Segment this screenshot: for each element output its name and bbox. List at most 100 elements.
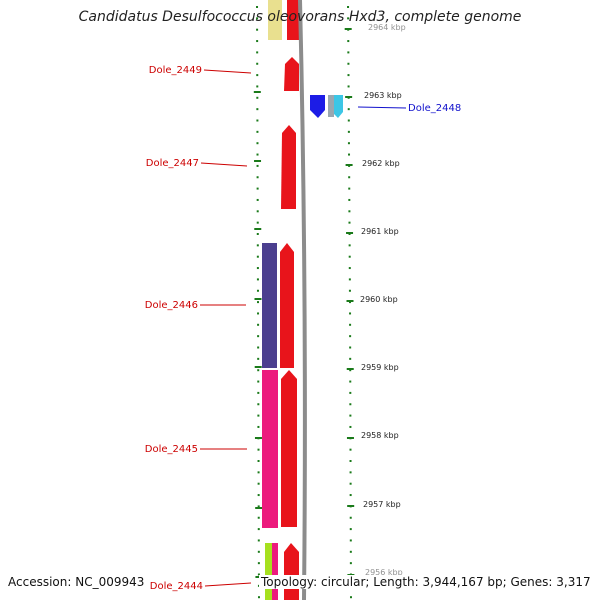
gene-arrow-dole-2447 <box>281 125 296 209</box>
ruler-tick <box>257 505 260 508</box>
ruler-major-tick <box>254 366 262 368</box>
ruler-tick <box>257 391 260 394</box>
ruler-tick <box>257 471 260 474</box>
ruler-major-tick <box>254 160 262 162</box>
leader-dole-2448 <box>357 106 407 109</box>
ruler-tick <box>256 176 259 179</box>
ruler-tick <box>256 153 259 156</box>
ruler-tick <box>347 40 350 43</box>
ruler-tick <box>348 221 351 224</box>
ruler-tick <box>257 425 260 428</box>
leader-dole-2444 <box>204 582 252 587</box>
ruler-tick <box>349 380 352 383</box>
ruler-major-tick <box>347 505 355 507</box>
ruler-major-tick <box>253 91 261 93</box>
ruler-tick <box>257 403 260 406</box>
ruler-tick <box>256 289 259 292</box>
gene-label-dole-2449: Dole_2449 <box>149 65 202 76</box>
ruler-tick <box>349 562 352 565</box>
cog-bar-green <box>265 543 272 600</box>
ruler-tick <box>256 278 259 281</box>
leader-lines <box>200 69 407 587</box>
inner-ruler <box>253 6 263 599</box>
ruler-tick <box>256 96 259 99</box>
ruler-tick <box>257 312 260 315</box>
ruler-tick <box>256 210 259 213</box>
ruler-tick <box>347 142 350 145</box>
ruler-tick <box>347 51 350 54</box>
ruler-tick <box>348 153 351 156</box>
ruler-tick <box>347 62 350 65</box>
ruler-tick <box>256 17 259 20</box>
ruler-tick <box>347 74 350 77</box>
ruler-tick <box>347 108 350 111</box>
ruler-tick <box>349 516 352 519</box>
ruler-tick <box>349 482 352 485</box>
ruler-tick <box>256 62 259 65</box>
ruler-tick <box>257 550 260 553</box>
ruler-tick <box>348 244 351 247</box>
cog-bar-magenta-bottom <box>272 543 278 600</box>
ruler-tick <box>257 562 260 565</box>
ruler-tick <box>349 471 352 474</box>
ruler-tick <box>256 6 259 8</box>
ruler-major-tick <box>346 300 354 302</box>
ruler-major-tick <box>345 96 353 98</box>
ruler-tick <box>256 187 259 190</box>
ruler-tick <box>256 130 259 133</box>
ruler-tick <box>348 267 351 270</box>
ruler-tick <box>257 539 260 542</box>
ruler-tick <box>257 369 260 372</box>
outer-ruler <box>344 6 355 599</box>
ruler-tick <box>349 301 352 304</box>
genome-title: Candidatus Desulfococcus oleovorans Hxd3… <box>78 9 522 25</box>
gene-arrow-dole-2449 <box>284 57 299 91</box>
ruler-tick <box>347 17 350 20</box>
ruler-tick <box>256 108 259 111</box>
cog-bar-dole-2448-cyan <box>334 95 343 118</box>
reverse-genes <box>310 95 343 118</box>
ruler-tick <box>257 482 260 485</box>
ruler-tick <box>256 40 259 43</box>
cog-bar-dole-2448-grey <box>328 95 334 117</box>
ruler-tick <box>257 596 260 599</box>
gene-label-dole-2447: Dole_2447 <box>146 158 199 169</box>
ruler-tick <box>257 301 260 304</box>
ruler-tick <box>348 187 351 190</box>
ruler-tick <box>348 198 351 201</box>
gene-label-dole-2446: Dole_2446 <box>145 300 198 311</box>
genome-backbone <box>298 0 307 600</box>
ruler-tick <box>256 85 259 88</box>
ruler-tick <box>349 460 352 462</box>
kbp-label-2962: 2962 kbp <box>362 159 400 168</box>
ruler-tick <box>347 130 350 133</box>
ruler-tick <box>256 28 259 31</box>
ruler-tick <box>257 494 260 497</box>
gene-arrow-dole-2444 <box>284 543 299 600</box>
ruler-tick <box>349 323 352 326</box>
ruler-tick <box>257 357 260 360</box>
ruler-tick <box>257 380 260 383</box>
ruler-tick <box>256 198 259 201</box>
ruler-tick <box>349 596 352 599</box>
ruler-tick <box>257 528 260 531</box>
ruler-major-tick <box>345 164 353 166</box>
gene-labels: Dole_2449 Dole_2448 Dole_2447 Dole_2446 … <box>145 65 461 592</box>
ruler-tick <box>257 346 260 349</box>
ruler-tick <box>349 312 352 315</box>
ruler-major-tick <box>344 28 352 30</box>
cog-track <box>262 0 282 600</box>
gene-arrow-dole-2446 <box>280 243 294 368</box>
ruler-major-tick <box>254 437 262 439</box>
ruler-tick <box>349 448 352 451</box>
ruler-tick <box>348 176 351 179</box>
gene-arrow-dole-2448 <box>310 95 325 118</box>
ruler-tick <box>349 403 352 406</box>
ruler-tick <box>347 85 350 88</box>
ruler-tick <box>257 573 260 576</box>
ruler-tick <box>349 335 352 338</box>
kbp-label-2958: 2958 kbp <box>361 431 399 440</box>
ruler-tick <box>348 278 351 281</box>
ruler-tick <box>256 233 259 235</box>
kbp-label-2957: 2957 kbp <box>363 500 401 509</box>
